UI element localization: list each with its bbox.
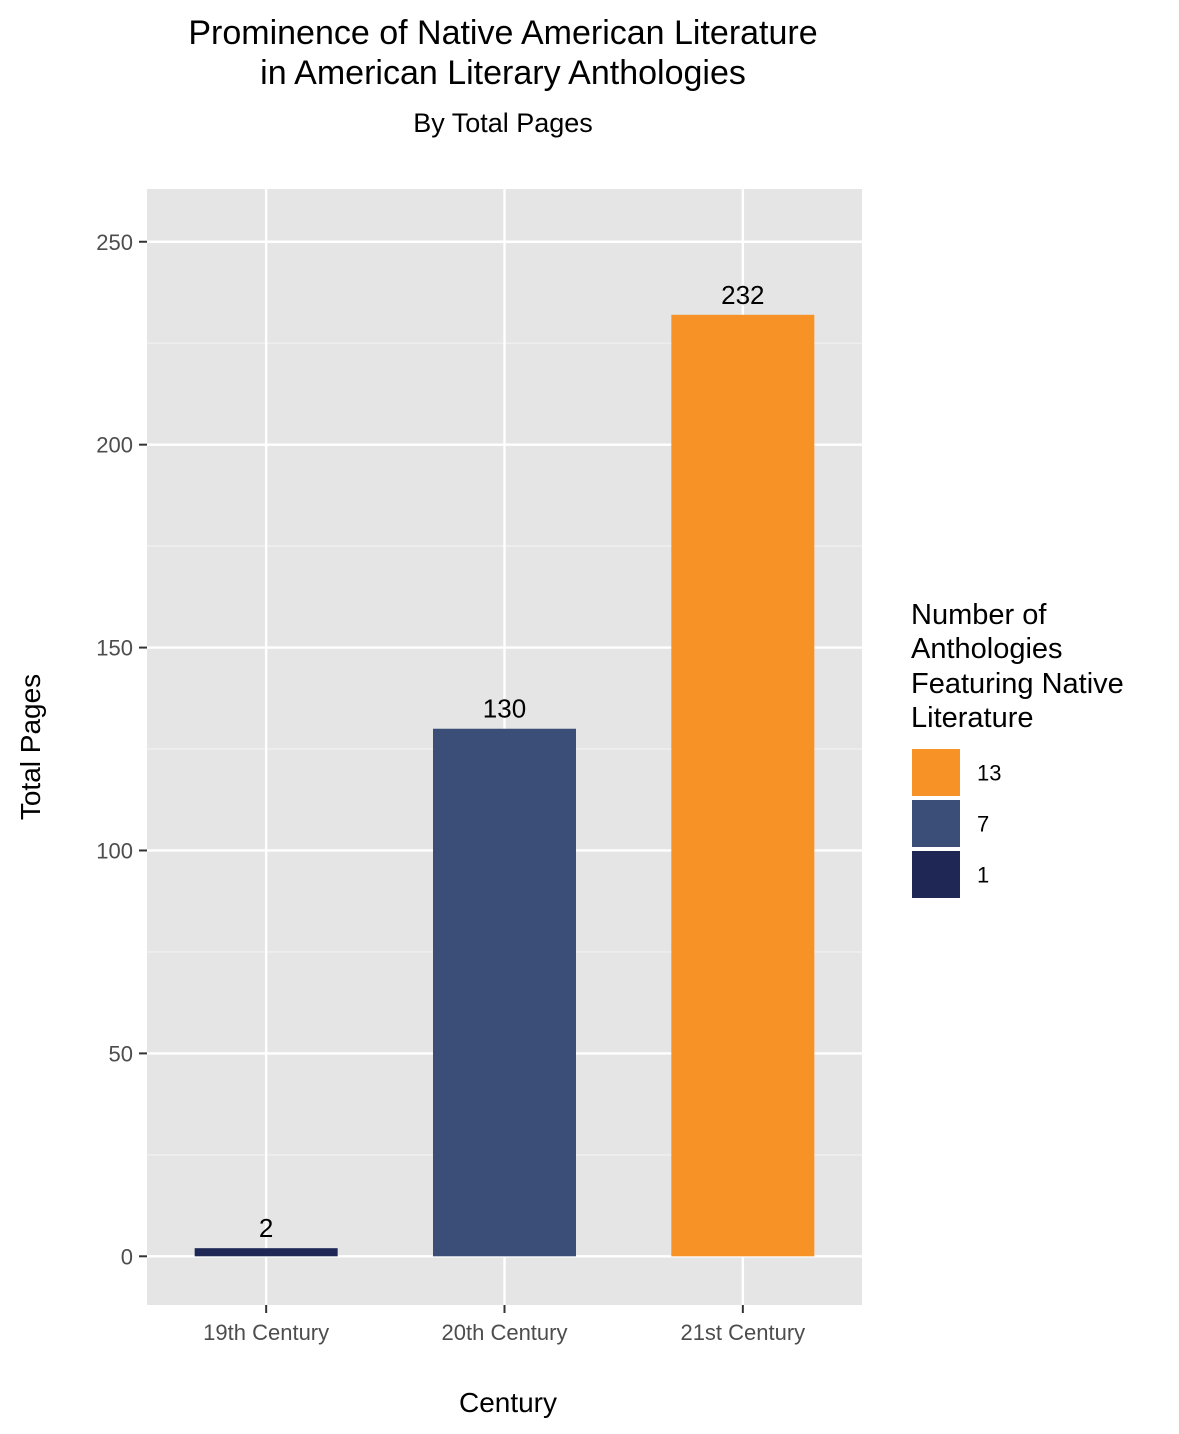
legend-key-label: 1 (977, 863, 989, 888)
bar (671, 314, 815, 1257)
legend-title-line-2: Anthologies (911, 633, 1063, 665)
y-tick-label: 50 (109, 1041, 133, 1066)
legend-key-label: 13 (977, 761, 1001, 786)
bar (433, 728, 576, 1257)
bar-data-label: 130 (483, 694, 526, 724)
y-axis: 0 50 100 150 200 250 (96, 230, 147, 1269)
y-tick-label: 200 (96, 433, 133, 458)
bar-data-label: 2 (259, 1213, 273, 1243)
legend-key-swatch (910, 798, 962, 849)
legend: Number of Anthologies Featuring Native L… (910, 599, 1124, 900)
x-tick-label: 21st Century (680, 1320, 805, 1345)
x-axis: 19th Century 20th Century 21st Century (203, 1305, 805, 1345)
legend-keys: 13 7 1 (910, 747, 1001, 900)
chart-subtitle: By Total Pages (413, 108, 593, 138)
legend-key-label: 7 (977, 812, 989, 837)
bar (194, 1248, 338, 1257)
legend-title-line-4: Literature (911, 702, 1034, 734)
legend-title-line-3: Featuring Native (911, 668, 1124, 700)
chart-title-line-2: in American Literary Anthologies (260, 54, 746, 92)
x-tick-label: 20th Century (442, 1320, 568, 1345)
y-tick-label: 250 (96, 230, 133, 255)
legend-key-swatch (910, 849, 962, 900)
data-labels: 2 130 232 (259, 280, 765, 1243)
y-tick-label: 100 (96, 838, 133, 863)
x-tick-label: 19th Century (203, 1320, 329, 1345)
legend-key-swatch (910, 747, 962, 798)
chart-title-line-1: Prominence of Native American Literature (188, 14, 817, 52)
y-tick-label: 0 (121, 1244, 133, 1269)
bars (194, 314, 815, 1257)
legend-title-line-1: Number of (911, 599, 1047, 631)
y-tick-label: 150 (96, 636, 133, 661)
x-axis-title: Century (459, 1387, 557, 1418)
y-axis-title: Total Pages (15, 674, 46, 820)
bar-data-label: 232 (721, 280, 764, 310)
